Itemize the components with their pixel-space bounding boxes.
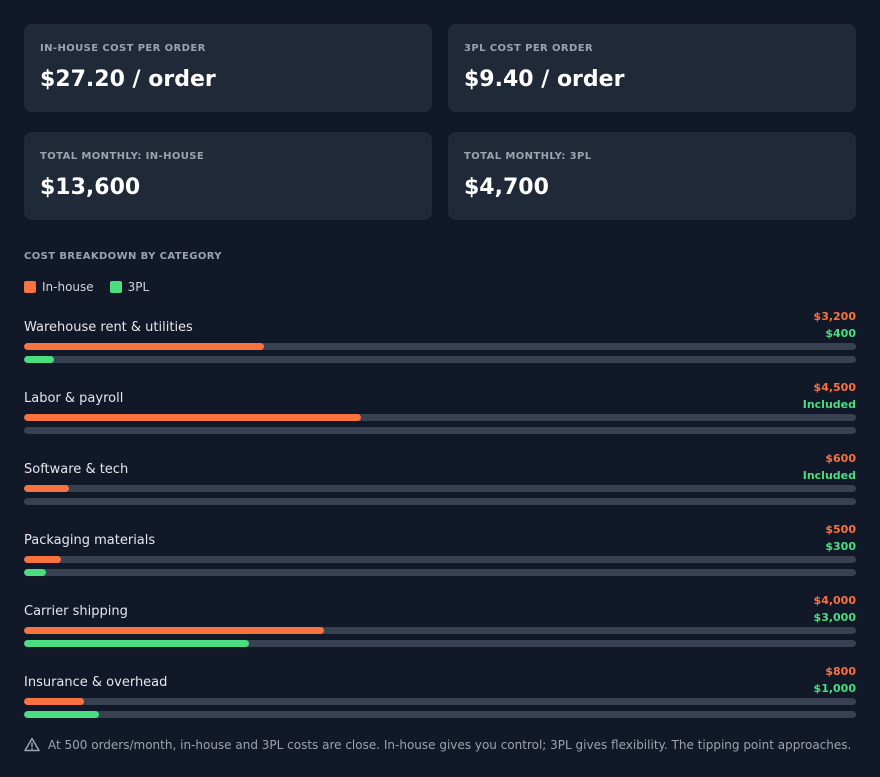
tpl-bar-track — [24, 427, 856, 434]
tpl-value: $400 — [825, 327, 856, 340]
category-name: Packaging materials — [24, 533, 156, 548]
inhouse-value: $600 — [825, 452, 856, 465]
inhouse-value: $800 — [825, 665, 856, 678]
breakdown-row: Warehouse rent & utilities $3,200 $400 — [24, 304, 856, 375]
inhouse-value: $4,000 — [813, 594, 856, 607]
category-name: Insurance & overhead — [24, 675, 168, 690]
inhouse-bar — [24, 556, 61, 563]
tpl-bar — [24, 356, 54, 363]
legend-swatch-inhouse — [24, 281, 36, 293]
warning-icon — [24, 737, 40, 752]
card-total-monthly-inhouse: TOTAL MONTHLY: IN-HOUSE $13,600 — [24, 132, 432, 220]
legend-item-3pl: 3PL — [109, 280, 150, 294]
legend-label: In-house — [42, 280, 94, 294]
tpl-value: Included — [802, 469, 856, 482]
inhouse-bar-track — [24, 414, 856, 421]
footer-note: At 500 orders/month, in-house and 3PL co… — [24, 737, 851, 752]
category-name: Carrier shipping — [24, 604, 128, 619]
tpl-value: $1,000 — [813, 682, 856, 695]
legend: In-house 3PL — [24, 280, 856, 294]
footer-note-text: At 500 orders/month, in-house and 3PL co… — [48, 737, 852, 752]
breakdown-rows: Warehouse rent & utilities $3,200 $400 Labo… — [24, 304, 856, 730]
inhouse-value: $500 — [825, 523, 856, 536]
card-label: 3PL COST PER ORDER — [464, 43, 594, 54]
inhouse-bar — [24, 627, 324, 634]
breakdown-row: Labor & payroll $4,500 Included — [24, 375, 856, 446]
inhouse-bar-track — [24, 343, 856, 350]
tpl-bar — [24, 711, 99, 718]
card-total-monthly-3pl: TOTAL MONTHLY: 3PL $4,700 — [448, 132, 856, 220]
inhouse-value: $4,500 — [813, 381, 856, 394]
tpl-bar — [24, 640, 249, 647]
legend-label: 3PL — [127, 280, 150, 294]
inhouse-bar-track — [24, 627, 856, 634]
legend-swatch-3pl — [109, 281, 122, 293]
inhouse-bar — [24, 485, 69, 492]
inhouse-bar-track — [24, 698, 856, 705]
inhouse-value: $3,200 — [813, 310, 856, 323]
card-value: $27.20 / order — [40, 67, 216, 92]
card-label: TOTAL MONTHLY: IN-HOUSE — [40, 151, 205, 162]
tpl-bar-track — [24, 569, 856, 576]
category-name: Labor & payroll — [24, 391, 124, 406]
inhouse-bar-track — [24, 485, 856, 492]
inhouse-bar-track — [24, 556, 856, 563]
legend-item-inhouse: In-house — [24, 280, 94, 294]
card-inhouse-per-order: IN-HOUSE COST PER ORDER $27.20 / order — [24, 24, 432, 112]
category-name: Software & tech — [24, 462, 129, 477]
breakdown-row: Carrier shipping $4,000 $3,000 — [24, 588, 856, 659]
tpl-value: $3,000 — [813, 611, 856, 624]
inhouse-bar — [24, 343, 264, 350]
card-value: $4,700 — [464, 175, 549, 200]
card-value: $9.40 / order — [464, 67, 625, 92]
inhouse-bar — [24, 698, 84, 705]
tpl-value: Included — [802, 398, 856, 411]
tpl-bar-track — [24, 356, 856, 363]
summary-cards: IN-HOUSE COST PER ORDER $27.20 / order 3… — [24, 24, 856, 220]
category-name: Warehouse rent & utilities — [24, 320, 193, 335]
tpl-bar-track — [24, 498, 856, 505]
breakdown-row: Packaging materials $500 $300 — [24, 517, 856, 588]
card-label: TOTAL MONTHLY: 3PL — [464, 151, 592, 162]
card-3pl-per-order: 3PL COST PER ORDER $9.40 / order — [448, 24, 856, 112]
tpl-bar — [24, 569, 46, 576]
breakdown-row: Insurance & overhead $800 $1,000 — [24, 659, 856, 730]
card-label: IN-HOUSE COST PER ORDER — [40, 43, 206, 54]
tpl-value: $300 — [825, 540, 856, 553]
breakdown-title: COST BREAKDOWN BY CATEGORY — [24, 251, 222, 262]
breakdown-row: Software & tech $600 Included — [24, 446, 856, 517]
card-value: $13,600 — [40, 175, 141, 200]
inhouse-bar — [24, 414, 361, 421]
tpl-bar-track — [24, 711, 856, 718]
tpl-bar-track — [24, 640, 856, 647]
